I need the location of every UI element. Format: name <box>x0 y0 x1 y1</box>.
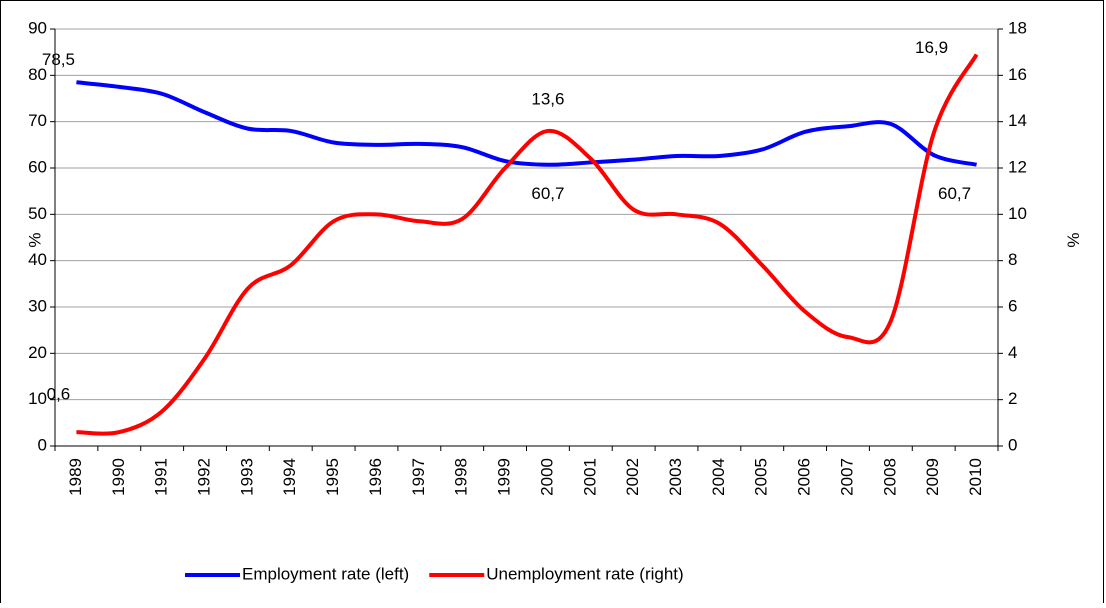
y-tick-label: 20 <box>28 343 47 362</box>
data-label: 0,6 <box>47 385 71 404</box>
y-tick-label: 90 <box>28 18 47 37</box>
y2-axis-label: % <box>1064 232 1083 247</box>
x-tick-label: 2002 <box>623 458 642 496</box>
y2-tick-label: 8 <box>1008 250 1017 269</box>
legend-label: Unemployment rate (right) <box>486 564 683 583</box>
x-tick-label: 2006 <box>795 458 814 496</box>
x-tick-label: 1989 <box>66 458 85 496</box>
x-tick-label: 2004 <box>709 458 728 496</box>
y-tick-label: 80 <box>28 65 47 84</box>
y2-tick-label: 2 <box>1008 389 1017 408</box>
x-tick-label: 1995 <box>323 458 342 496</box>
y-tick-label: 70 <box>28 111 47 130</box>
y2-tick-label: 6 <box>1008 296 1017 315</box>
y2-tick-label: 12 <box>1008 157 1027 176</box>
y2-tick-label: 18 <box>1008 18 1027 37</box>
legend-label: Employment rate (left) <box>242 564 409 583</box>
x-tick-label: 2008 <box>880 458 899 496</box>
x-tick-label: 1991 <box>152 458 171 496</box>
y-tick-label: 30 <box>28 296 47 315</box>
data-label: 78,5 <box>42 50 75 69</box>
y-tick-label: 10 <box>28 389 47 408</box>
y2-tick-label: 4 <box>1008 343 1017 362</box>
y2-tick-label: 16 <box>1008 65 1027 84</box>
x-tick-label: 1990 <box>109 458 128 496</box>
x-tick-label: 1994 <box>280 458 299 496</box>
x-tick-label: 1998 <box>452 458 471 496</box>
x-tick-label: 1999 <box>495 458 514 496</box>
y2-tick-label: 14 <box>1008 111 1027 130</box>
x-tick-label: 2009 <box>923 458 942 496</box>
y2-tick-label: 10 <box>1008 204 1027 223</box>
x-tick-label: 1997 <box>409 458 428 496</box>
y-tick-label: 60 <box>28 157 47 176</box>
x-tick-label: 1993 <box>237 458 256 496</box>
x-tick-label: 2000 <box>537 458 556 496</box>
data-label: 13,6 <box>531 89 564 108</box>
x-tick-label: 2005 <box>752 458 771 496</box>
y2-tick-label: 0 <box>1008 435 1017 454</box>
y-axis-label: % <box>25 232 44 247</box>
x-tick-label: 2007 <box>837 458 856 496</box>
x-tick-label: 1996 <box>366 458 385 496</box>
line <box>76 80 978 167</box>
x-tick-label: 2003 <box>666 458 685 496</box>
y-tick-label: 40 <box>28 250 47 269</box>
y-tick-label: 50 <box>28 204 47 223</box>
x-tick-label: 2001 <box>580 458 599 496</box>
data-label: 16,9 <box>915 38 948 57</box>
x-tick-label: 2010 <box>966 458 985 496</box>
line <box>76 53 979 436</box>
data-label: 60,7 <box>531 184 564 203</box>
x-tick-label: 1992 <box>195 458 214 496</box>
y-tick-label: 0 <box>38 435 47 454</box>
data-label: 60,7 <box>938 184 971 203</box>
